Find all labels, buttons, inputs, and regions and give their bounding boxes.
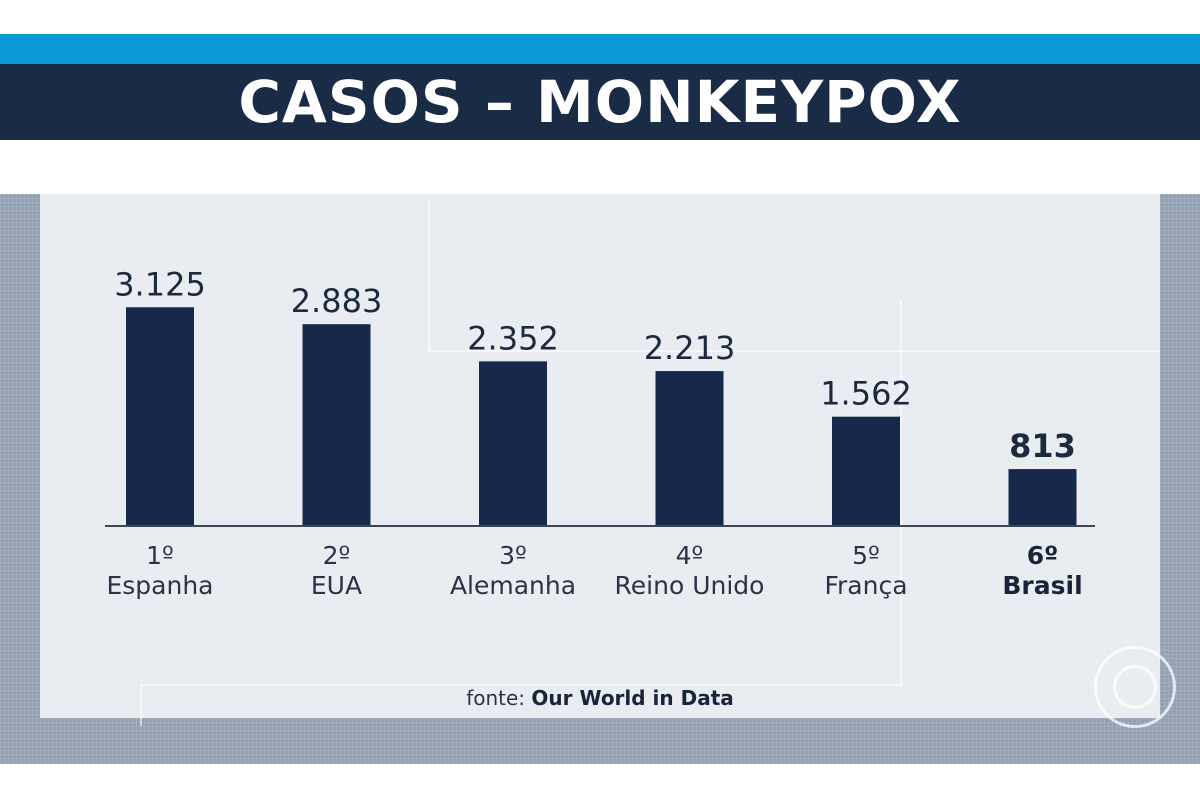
value-label-4: 2.213 bbox=[644, 329, 736, 367]
source-name: Our World in Data bbox=[531, 686, 734, 710]
title-bar: CASOS – MONKEYPOX bbox=[0, 64, 1200, 140]
category-label-5: França bbox=[824, 571, 907, 600]
source-note: fonte: Our World in Data bbox=[0, 686, 1200, 710]
bar-6 bbox=[1008, 469, 1077, 526]
bar-3 bbox=[479, 361, 547, 526]
page-title: CASOS – MONKEYPOX bbox=[238, 68, 962, 136]
value-label-5: 1.562 bbox=[820, 375, 912, 413]
value-label-3: 2.352 bbox=[467, 319, 559, 357]
category-label-4: Reino Unido bbox=[615, 571, 765, 600]
bar-1 bbox=[126, 307, 194, 526]
category-label-3: Alemanha bbox=[450, 571, 576, 600]
bar-2 bbox=[302, 324, 371, 526]
bar-4 bbox=[655, 371, 724, 526]
broadcaster-logo-icon bbox=[1094, 646, 1176, 728]
value-label-1: 3.125 bbox=[114, 265, 206, 303]
rank-label-1: 1º bbox=[146, 541, 174, 570]
chart-panel bbox=[40, 194, 1160, 718]
category-label-6: Brasil bbox=[1002, 571, 1082, 600]
rank-label-5: 5º bbox=[852, 541, 880, 570]
value-label-6: 813 bbox=[1009, 427, 1076, 465]
bar-5 bbox=[832, 416, 900, 526]
source-prefix: fonte: bbox=[466, 686, 526, 710]
value-label-2: 2.883 bbox=[291, 282, 383, 320]
rank-label-4: 4º bbox=[676, 541, 704, 570]
accent-bar bbox=[0, 34, 1200, 64]
rank-label-2: 2º bbox=[323, 541, 351, 570]
rank-label-3: 3º bbox=[499, 541, 527, 570]
category-label-1: Espanha bbox=[106, 571, 213, 600]
category-label-2: EUA bbox=[311, 571, 362, 600]
rank-label-6: 6º bbox=[1027, 541, 1059, 570]
